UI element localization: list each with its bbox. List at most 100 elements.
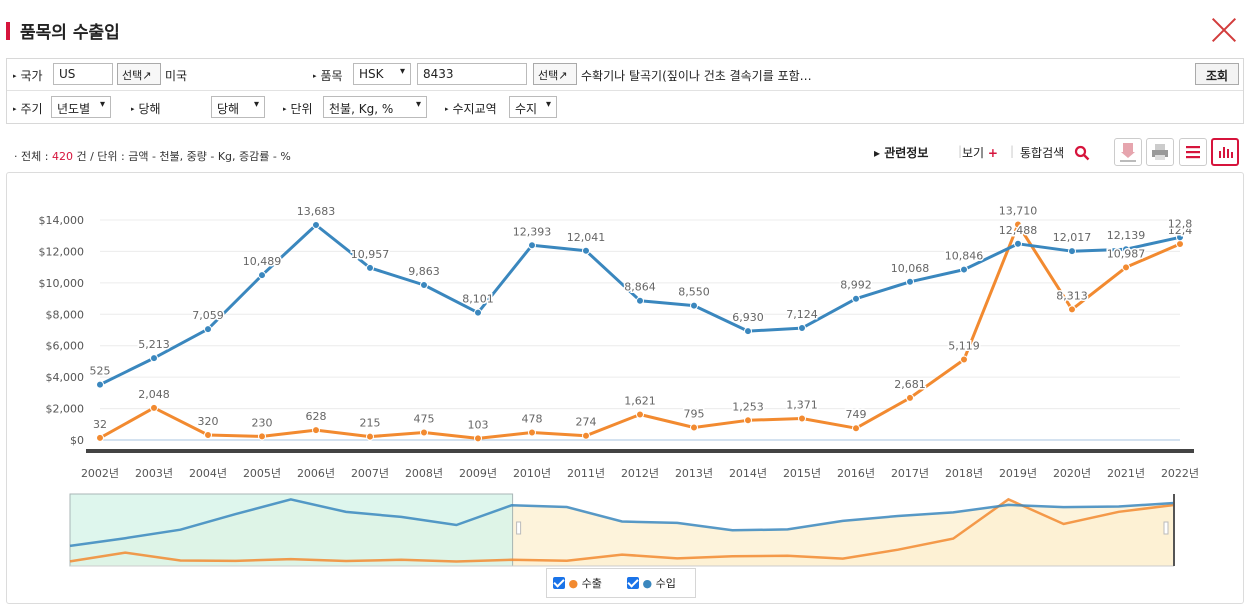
- data-point: [1014, 220, 1022, 229]
- data-label: 103: [468, 418, 489, 431]
- country-label-text: 국가: [20, 69, 43, 83]
- chevron-down-icon: ▾: [415, 99, 421, 110]
- query-button[interactable]: 조회: [1195, 63, 1239, 85]
- bullet-icon: ▸: [131, 105, 135, 113]
- data-point: [1068, 305, 1076, 314]
- range-navigator: [69, 493, 1175, 567]
- chart-view-button[interactable]: [1211, 138, 1239, 166]
- data-point: [366, 432, 374, 441]
- search-icon[interactable]: [1074, 145, 1090, 161]
- data-label: 32: [93, 418, 107, 431]
- download-button[interactable]: [1114, 138, 1142, 166]
- data-point: [744, 416, 752, 425]
- y-tick-label: $12,000: [39, 245, 85, 258]
- divider: |: [1010, 144, 1015, 158]
- data-label: 13,710: [999, 205, 1038, 218]
- legend-export[interactable]: ● 수출: [553, 575, 602, 591]
- data-point: [906, 277, 914, 286]
- data-label: 10,846: [945, 250, 984, 263]
- download-icon: [1120, 143, 1136, 162]
- filter-panel: ▸ 국가 US 선택↗ 미국 ▸ 품목 HSK ▾ 8433 선택↗ 수확기나 탈곡기…: [6, 58, 1244, 124]
- data-label: 12,393: [513, 225, 552, 238]
- bullet-icon: ▸: [283, 105, 287, 113]
- data-label: 12,4: [1168, 224, 1193, 237]
- data-point: [312, 220, 320, 229]
- x-tick-label: 2007년: [351, 467, 389, 480]
- chart-panel: [6, 172, 1244, 604]
- title-bar: 품목의 수출입: [0, 0, 1252, 58]
- bullet-icon: ▸: [313, 72, 317, 80]
- y-tick-label: $2,000: [46, 403, 85, 416]
- item-select-button[interactable]: 선택↗: [533, 63, 577, 85]
- navigator-line: [69, 498, 1175, 548]
- print-button[interactable]: [1146, 138, 1174, 166]
- view-link[interactable]: 보기 +: [962, 144, 998, 161]
- data-label: 475: [414, 413, 435, 426]
- unit-select[interactable]: 천불, Kg, % ▾: [323, 96, 427, 118]
- data-point: [690, 423, 698, 432]
- data-point: [420, 281, 428, 290]
- data-label: 749: [846, 408, 867, 421]
- print-icon: [1152, 144, 1168, 160]
- data-label: 10,489: [243, 255, 282, 268]
- country-label: ▸ 국가: [13, 67, 43, 84]
- data-point: [852, 294, 860, 303]
- data-label: 215: [360, 417, 381, 430]
- country-select-button[interactable]: 선택↗: [117, 63, 161, 85]
- checkbox-icon[interactable]: [553, 577, 565, 589]
- related-info-arrow: ▸: [874, 146, 885, 160]
- navigator-handle: [1163, 521, 1169, 535]
- period-select[interactable]: 년도별 ▾: [51, 96, 111, 118]
- this-year-select[interactable]: 당해 ▾: [211, 96, 265, 118]
- x-tick-label: 2010년: [513, 467, 551, 480]
- data-label: 7,124: [786, 308, 818, 321]
- data-label: 12,017: [1053, 231, 1092, 244]
- data-label: 478: [522, 412, 543, 425]
- x-tick-label: 2013년: [675, 467, 713, 480]
- data-point: [1176, 239, 1184, 248]
- period-label-text: 주기: [20, 102, 43, 116]
- list-view-button[interactable]: [1179, 138, 1207, 166]
- data-point: [420, 428, 428, 437]
- total-label: 전체 :: [21, 150, 49, 163]
- external-link-icon: ↗: [142, 69, 152, 82]
- data-point: [852, 424, 860, 433]
- x-tick-label: 2014년: [729, 467, 767, 480]
- trade-label: ▸ 수지교역: [445, 100, 497, 117]
- data-point: [150, 403, 158, 412]
- integrated-search-link[interactable]: 통합검색: [1020, 144, 1064, 161]
- item-select-label: 선택: [538, 69, 559, 82]
- data-label: 8,101: [462, 293, 494, 306]
- series-line-import: [99, 223, 1181, 386]
- x-tick-label: 2009년: [459, 467, 497, 480]
- trade-select[interactable]: 수지 ▾: [509, 96, 557, 118]
- x-tick-label: 2003년: [135, 467, 173, 480]
- x-tick-label: 2017년: [891, 467, 929, 480]
- external-link-icon: ↗: [558, 69, 568, 82]
- related-info-link[interactable]: ▸ 관련정보: [874, 144, 928, 161]
- trade-label-text: 수지교역: [452, 102, 497, 116]
- data-label: 525: [90, 365, 111, 378]
- filter-row-1: ▸ 국가 US 선택↗ 미국 ▸ 품목 HSK ▾ 8433 선택↗ 수확기나 탈곡기…: [7, 59, 1243, 91]
- country-code-input[interactable]: US: [53, 63, 113, 85]
- this-year-label: ▸ 당해: [131, 100, 161, 117]
- y-tick-label: $0: [70, 434, 84, 447]
- legend-import[interactable]: ● 수입: [627, 575, 676, 591]
- checkbox-icon[interactable]: [627, 577, 639, 589]
- data-point: [1176, 233, 1184, 242]
- data-point: [636, 410, 644, 419]
- filter-row-2: ▸ 주기 년도별 ▾ ▸ 당해 당해 ▾ ▸ 단위 천불, Kg, % ▾ ▸ 수지교역 수지…: [7, 92, 1243, 124]
- data-label: 628: [306, 410, 327, 423]
- x-tick-label: 2008년: [405, 467, 443, 480]
- item-label-text: 품목: [320, 69, 343, 83]
- data-point: [258, 271, 266, 280]
- item-type-select[interactable]: HSK ▾: [353, 63, 411, 85]
- data-point: [636, 296, 644, 305]
- item-code-input[interactable]: 8433: [417, 63, 527, 85]
- country-name: 미국: [165, 69, 188, 83]
- this-year-label-text: 당해: [138, 102, 161, 116]
- data-point: [204, 430, 212, 439]
- bullet-icon: ▸: [13, 105, 17, 113]
- data-label: 10,957: [351, 248, 390, 261]
